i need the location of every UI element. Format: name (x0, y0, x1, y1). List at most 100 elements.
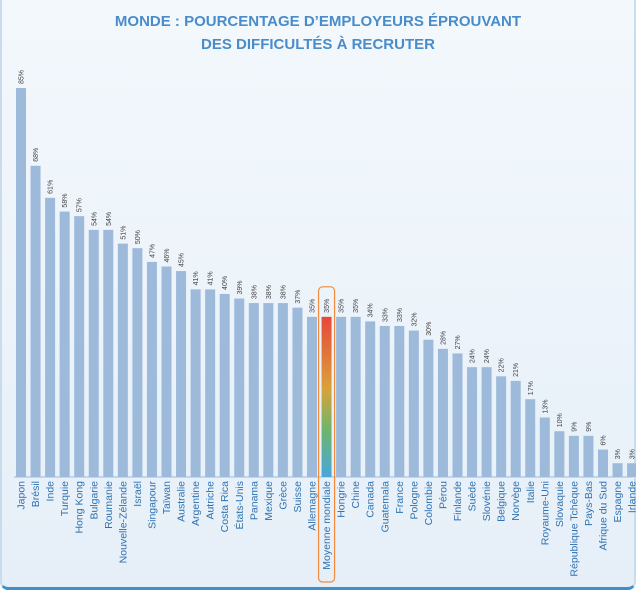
value-label-36: 13% (542, 399, 549, 413)
category-label-10: Taïwan (161, 481, 173, 514)
value-label-12: 41% (193, 271, 200, 285)
bar-42 (627, 463, 636, 477)
category-label-28: Colombie (423, 481, 435, 526)
category-label-6: Roumanie (103, 481, 115, 529)
chart-title: MONDE : POURCENTAGE D’EMPLOYEURS ÉPROUVA… (0, 10, 636, 56)
category-label-39: Pays-Bas (583, 481, 595, 526)
category-label-3: Turquie (59, 481, 71, 516)
chart-title-line-2: DES DIFFICULTÉS À RECRUTER (201, 36, 435, 53)
value-label-11: 45% (179, 253, 186, 267)
category-label-31: Suède (467, 481, 479, 512)
value-label-2: 61% (48, 180, 55, 194)
category-label-42: Irlande (627, 481, 636, 513)
bar-37 (554, 431, 565, 477)
value-label-20: 35% (310, 299, 317, 313)
category-label-11: Australie (176, 481, 188, 522)
value-label-9: 47% (149, 244, 156, 258)
bar-41 (612, 463, 623, 477)
bar-5 (88, 229, 99, 477)
value-label-29: 28% (440, 331, 447, 345)
bar-20 (307, 316, 317, 477)
bar-30 (452, 353, 463, 477)
value-label-22: 35% (339, 299, 346, 313)
value-label-33: 22% (499, 358, 506, 372)
value-label-41: 3% (615, 449, 622, 459)
bar-0 (16, 88, 26, 477)
bar-28 (423, 339, 434, 477)
bar-29 (437, 348, 448, 477)
category-label-16: Panama (248, 481, 260, 520)
category-label-2: Inde (45, 481, 57, 502)
category-label-1: Brésil (30, 481, 42, 507)
category-label-20: Allemagne (307, 481, 319, 531)
value-label-23: 35% (353, 299, 360, 313)
value-label-21: 35% (324, 299, 331, 313)
value-label-17: 38% (266, 285, 273, 299)
value-label-18: 38% (280, 285, 287, 299)
bar-16 (248, 303, 259, 477)
bar-2 (45, 197, 56, 477)
bar-27 (408, 330, 419, 477)
category-label-18: Grèce (277, 481, 289, 510)
value-label-14: 40% (222, 276, 229, 290)
category-label-26: France (394, 481, 406, 514)
bar-7 (117, 243, 128, 477)
category-label-33: Belgique (496, 481, 508, 522)
chart-title-line-1: MONDE : POURCENTAGE D’EMPLOYEURS ÉPROUVA… (114, 13, 522, 30)
bar-13 (205, 289, 216, 477)
value-label-7: 51% (120, 226, 127, 240)
bar-12 (190, 289, 201, 477)
bar-26 (394, 325, 405, 477)
bar-19 (292, 307, 303, 477)
value-label-28: 30% (426, 322, 433, 336)
value-label-19: 37% (295, 290, 302, 304)
value-label-26: 33% (397, 308, 404, 322)
bar-24 (365, 321, 376, 477)
category-label-7: Nouvelle-Zélande (117, 481, 129, 563)
value-label-8: 50% (135, 230, 142, 244)
bar-35 (525, 399, 536, 477)
category-label-22: Hongrie (336, 481, 348, 518)
category-label-27: Pologne (408, 481, 420, 520)
value-label-0: 85% (19, 70, 26, 84)
category-label-35: Italie (525, 481, 537, 503)
value-label-39: 9% (586, 422, 593, 432)
category-label-23: Chine (350, 481, 362, 509)
bar-15 (234, 298, 245, 477)
value-label-34: 21% (513, 363, 520, 377)
value-label-13: 41% (208, 271, 215, 285)
value-label-5: 54% (91, 212, 98, 226)
value-label-27: 32% (411, 313, 418, 327)
bar-17 (263, 303, 274, 477)
value-label-1: 68% (33, 148, 40, 162)
category-label-5: Bulgarie (88, 481, 100, 520)
category-label-4: Hong Kong (74, 481, 86, 534)
value-label-24: 34% (368, 303, 375, 317)
value-label-3: 58% (62, 194, 69, 208)
bar-31 (467, 367, 478, 477)
bar-39 (583, 435, 594, 477)
category-label-38: République Tchèque (568, 481, 580, 577)
value-label-42: 3% (630, 449, 636, 459)
value-label-30: 27% (455, 335, 462, 349)
bar-33 (496, 376, 507, 477)
category-label-13: Autriche (205, 481, 217, 520)
category-label-8: Israël (132, 481, 144, 507)
bar-38 (568, 435, 579, 477)
bar-40 (598, 449, 608, 477)
bar-21 (321, 316, 332, 477)
bar-9 (146, 261, 157, 477)
category-label-17: Mexique (263, 481, 275, 521)
value-label-4: 57% (77, 198, 84, 212)
value-label-31: 24% (470, 349, 477, 363)
category-label-9: Singapour (146, 481, 158, 529)
value-label-10: 46% (164, 248, 171, 262)
value-label-15: 39% (237, 281, 244, 295)
category-label-30: Finlande (452, 481, 464, 521)
bar-11 (176, 271, 187, 477)
value-label-6: 54% (106, 212, 113, 226)
bar-22 (336, 316, 347, 477)
category-label-12: Argentine (190, 481, 202, 526)
value-label-16: 38% (251, 285, 258, 299)
